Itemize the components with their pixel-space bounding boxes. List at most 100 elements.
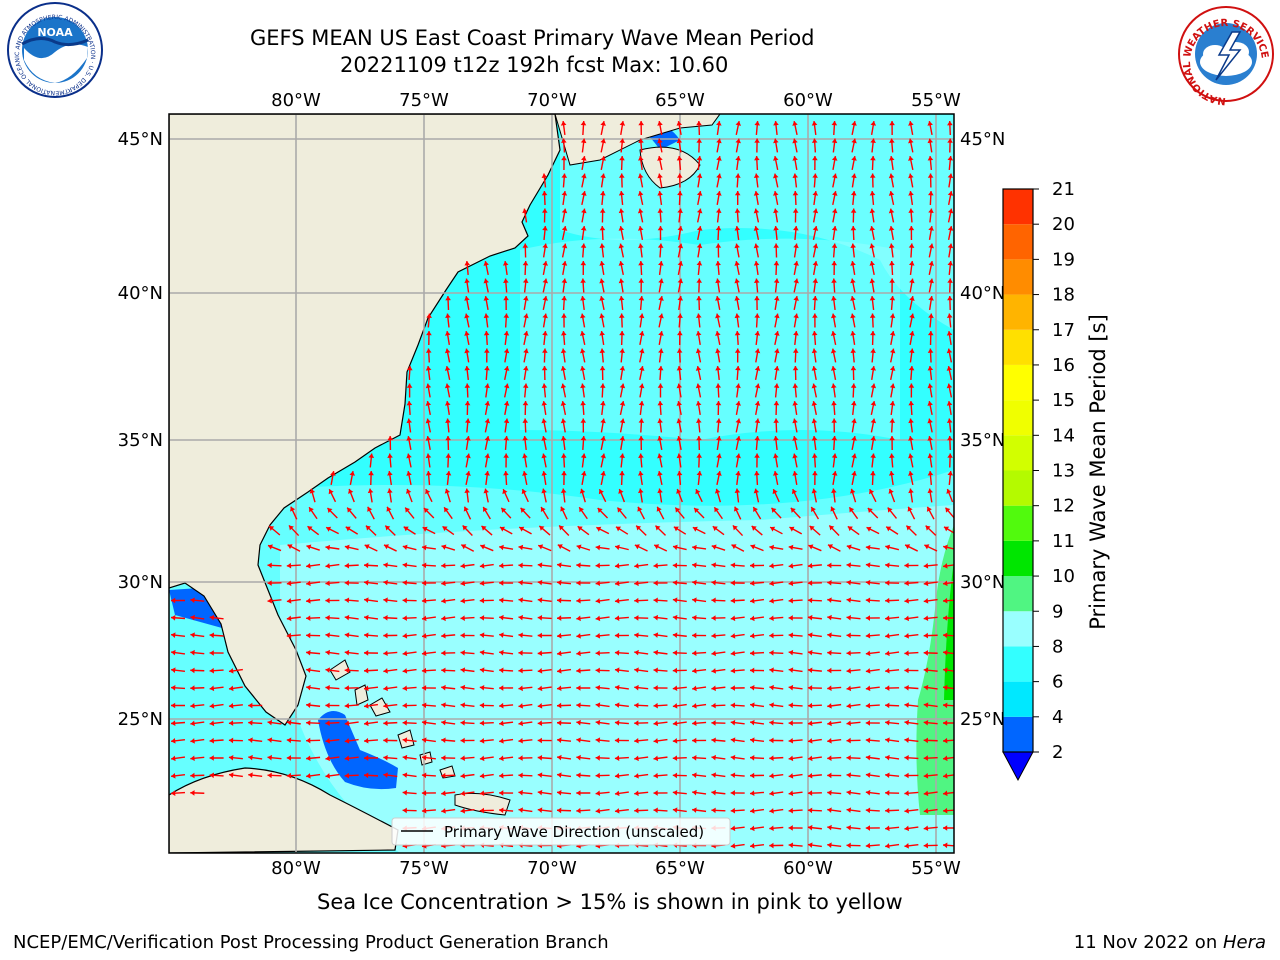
- wave-arrow-head: [831, 121, 838, 126]
- wave-arrow-head: [754, 296, 760, 301]
- wave-arrow-head: [657, 436, 663, 441]
- wave-arrow-head: [171, 720, 176, 726]
- wave-arrow-head: [846, 737, 851, 744]
- wave-arrow-head: [557, 544, 563, 550]
- wave-arrow-head: [711, 685, 716, 692]
- wave-arrow-head: [618, 278, 625, 284]
- wave-arrow-head: [634, 632, 639, 639]
- wave-arrow-head: [904, 633, 909, 639]
- wave-arrow-head: [750, 808, 755, 814]
- wave-arrow-head: [537, 737, 542, 744]
- wave-arrow-head: [597, 508, 603, 513]
- wave-arrow-head: [518, 562, 523, 569]
- colorbar-tick-label: 11: [1052, 531, 1075, 552]
- wave-arrow-head: [711, 737, 716, 744]
- wave-arrow-head: [479, 667, 485, 673]
- wave-arrow-head: [696, 243, 703, 249]
- wave-arrow-head: [557, 789, 562, 796]
- wave-arrow-head: [754, 401, 761, 406]
- wave-arrow-head: [885, 544, 891, 551]
- wave-arrow-head: [522, 243, 529, 248]
- wave-arrow-head: [248, 737, 253, 743]
- wave-arrow-head: [364, 632, 369, 639]
- wave-arrow-head: [638, 243, 644, 249]
- wave-arrow-head: [889, 348, 896, 354]
- wave-arrow-head: [870, 471, 876, 476]
- wave-arrow-head: [750, 737, 755, 743]
- wave-arrow-head: [889, 278, 895, 283]
- wave-arrow-head: [672, 614, 678, 621]
- wave-arrow-head: [730, 719, 736, 726]
- wave-arrow-head: [885, 650, 890, 657]
- wave-arrow-head: [908, 383, 915, 388]
- colorbar-bin: [1003, 329, 1033, 365]
- wave-arrow-head: [349, 471, 355, 476]
- wave-arrow-head: [267, 754, 273, 761]
- wave-arrow-head: [636, 525, 642, 531]
- wave-arrow-head: [753, 488, 760, 494]
- wave-arrow-head: [773, 383, 780, 388]
- wave-arrow-head: [464, 401, 471, 406]
- wave-arrow-head: [614, 632, 620, 639]
- wave-arrow-head: [904, 719, 910, 726]
- colorbar-tick-label: 19: [1052, 249, 1075, 270]
- wave-arrow-head: [676, 401, 682, 406]
- wave-arrow-head: [460, 615, 465, 621]
- wave-arrow-head: [576, 702, 581, 709]
- wave-arrow-head: [769, 650, 774, 656]
- wave-arrow-head: [870, 383, 877, 389]
- wave-arrow-head: [364, 755, 369, 761]
- wave-arrow-head: [928, 296, 934, 301]
- wave-arrow-head: [946, 383, 953, 389]
- wave-arrow-head: [541, 418, 547, 424]
- wave-arrow-head: [870, 121, 877, 126]
- lon-tick-label-bottom: 70°W: [527, 858, 577, 879]
- wave-arrow-head: [943, 807, 948, 814]
- wave-arrow-head: [865, 650, 871, 657]
- wave-arrow-head: [944, 526, 950, 532]
- wave-arrow-head: [792, 173, 799, 179]
- wave-arrow-head: [715, 208, 722, 214]
- wave-arrow-head: [484, 453, 491, 459]
- wave-arrow-head: [386, 506, 392, 512]
- wave-arrow-head: [788, 667, 794, 673]
- wave-arrow-head: [831, 488, 837, 494]
- wave-arrow-head: [518, 772, 523, 779]
- wave-arrow-head: [503, 383, 510, 389]
- colorbar-bin: [1003, 294, 1033, 330]
- wave-arrow-head: [772, 489, 778, 495]
- wave-arrow-head: [811, 506, 816, 512]
- wave-arrow-head: [676, 173, 683, 178]
- colorbar-tick-label: 18: [1052, 285, 1075, 306]
- wave-arrow-head: [619, 383, 626, 389]
- wave-arrow-head: [618, 226, 625, 231]
- wave-arrow-head: [947, 453, 953, 458]
- wave-arrow-head: [383, 685, 388, 692]
- wave-arrow-head: [267, 544, 273, 550]
- wave-arrow-head: [653, 580, 658, 586]
- wave-arrow-head: [696, 191, 703, 196]
- wave-arrow-head: [364, 650, 369, 656]
- wave-arrow-head: [479, 755, 485, 762]
- wave-arrow-head: [769, 825, 774, 832]
- wave-arrow-head: [865, 789, 871, 796]
- wave-arrow-head: [672, 738, 678, 744]
- colorbar-tick-label: 4: [1052, 707, 1063, 728]
- wave-arrow-head: [559, 525, 565, 531]
- wave-arrow-head: [754, 331, 761, 336]
- wave-arrow-head: [344, 580, 349, 586]
- wave-arrow-head: [267, 719, 273, 726]
- wave-arrow-head: [769, 598, 774, 604]
- wave-arrow-head: [421, 667, 427, 674]
- wave-arrow-head: [557, 597, 562, 604]
- cuba-land: [169, 767, 399, 853]
- wave-arrow-head: [947, 191, 954, 196]
- wave-arrow-head: [889, 383, 896, 389]
- wave-arrow-head: [638, 261, 644, 266]
- wave-arrow-head: [676, 436, 683, 441]
- wave-arrow-head: [653, 667, 658, 674]
- wave-arrow-head: [735, 401, 741, 406]
- wave-arrow-head: [618, 208, 625, 214]
- wave-arrow-head: [344, 614, 350, 621]
- wave-arrow-head: [441, 598, 446, 604]
